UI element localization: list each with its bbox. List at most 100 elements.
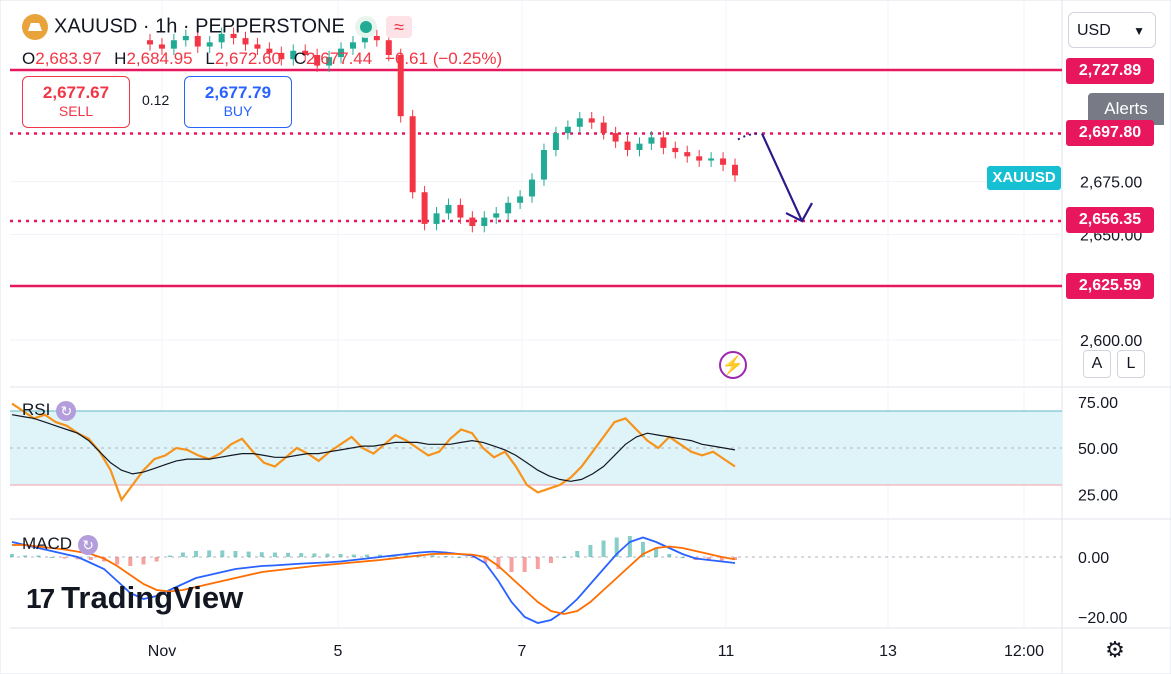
rsi-legend[interactable]: RSI ↻ [22,400,77,421]
macd-histogram-bar [548,557,553,563]
candle-body [266,48,273,53]
time-tick-label: 13 [879,643,897,660]
chevron-down-icon: ▼ [1133,24,1145,38]
log-scale-button[interactable]: L [1117,350,1145,378]
macd-histogram-bar [115,557,120,565]
level-tag-2656[interactable]: 2,656.35 [1066,207,1154,233]
rsi-label: RSI [22,400,51,419]
symbol-header[interactable]: XAUUSD · 1h · PEPPERSTONE ≈ [22,14,412,40]
macd-histogram-bar [246,551,251,557]
candle-body [326,57,333,66]
refresh-icon[interactable]: ↻ [78,534,99,555]
alerts-button[interactable]: Alerts [1088,93,1164,125]
flash-icon[interactable]: ⚡ [719,351,747,379]
macd-histogram-bar [562,557,567,558]
projection-dots [737,132,761,141]
macd-tick-label: −20.00 [1078,610,1127,627]
macd-histogram-bar [575,551,580,557]
projection-arrowhead [785,202,813,223]
currency-select[interactable]: USD ▼ [1068,12,1156,48]
macd-histogram-bar [588,545,593,557]
level-tag-2727[interactable]: 2,727.89 [1066,58,1154,84]
macd-histogram-bar [456,557,461,558]
macd-histogram-bar [601,540,606,557]
candle-body [302,50,309,55]
candle-body [540,150,547,180]
ohlc-h-label: H [114,49,127,68]
macd-histogram-bar [325,553,330,557]
macd-histogram-bar [680,557,685,558]
candle-body [433,213,440,224]
projection-arrow[interactable] [737,132,813,223]
macd-histogram-bar [443,556,448,558]
candle-body [648,137,655,144]
macd-histogram-bar [62,557,67,559]
candle-body [230,33,237,39]
ohlc-close: 2,677.44 [306,49,373,68]
macd-histogram-bar [36,555,41,557]
candle-body [684,152,691,157]
gold-logo-icon [22,14,48,40]
level-tag-2697[interactable]: 2,697.80 [1066,120,1154,146]
candle-body [182,35,189,41]
buy-button[interactable]: 2,677.79 BUY [184,76,292,128]
candle-body [469,217,476,227]
ohlc-o-label: O [22,49,36,68]
candle-body [218,33,225,43]
macd-histogram-bar [259,552,264,557]
price-axis[interactable]: 2,675.002,650.002,600.0075.0050.0025.000… [1078,175,1142,627]
ohlc-change: −6.61 (−0.25%) [384,49,503,68]
time-tick-label: Nov [148,643,176,660]
horizontal-levels[interactable] [10,68,1062,288]
ohlc-l-label: L [205,49,215,68]
macd-legend[interactable]: MACD ↻ [22,534,99,555]
wave-icon[interactable]: ≈ [385,16,412,38]
candle-body [338,48,345,58]
macd-histogram-bar [154,557,159,562]
candle-body [242,38,249,45]
candle-body [708,158,715,161]
candle-body [636,143,643,151]
candle-body [576,118,583,127]
macd-histogram-bar [706,557,711,561]
sell-button[interactable]: 2,677.67 SELL [22,76,130,128]
sell-label: SELL [58,103,94,119]
candle-body [445,204,452,214]
rsi-tick-label: 75.00 [1078,395,1118,412]
level-tag-2625[interactable]: 2,625.59 [1066,273,1154,299]
rsi-tick-label: 50.00 [1078,441,1118,458]
market-open-icon [360,21,373,33]
candle-body [720,158,727,165]
candle-body [206,42,213,47]
rsi-tick-label: 25.00 [1078,487,1118,504]
time-axis[interactable]: Nov 5 7 11 13 12:00 [148,643,1044,660]
tradingview-logo-text: TradingView [61,580,244,615]
settings-gear-icon[interactable]: ⚙ [1105,637,1125,662]
macd-histogram-bar [23,555,28,557]
macd-histogram-bar [404,554,409,557]
macd-signal-line [12,544,736,615]
candle-body [254,44,261,49]
macd-histogram-bar [180,552,185,557]
macd-line [11,536,736,624]
macd-histogram-bar [351,554,356,557]
candle-series [147,27,738,233]
candle-body [517,196,524,203]
macd-histogram-bar [312,553,317,557]
candle-body [457,204,464,218]
macd-histogram-bar [614,537,619,557]
symbol-title: XAUUSD · 1h · PEPPERSTONE [54,15,345,38]
rsi-line [11,402,736,503]
refresh-icon[interactable]: ↻ [56,400,77,421]
candle-body [672,147,679,153]
tradingview-logo[interactable]: 17 TradingView [26,580,243,616]
macd-histogram-bar [207,550,212,557]
time-tick-label: 7 [518,643,527,660]
candle-body [194,35,201,47]
macd-histogram-bar [509,557,514,572]
candle-body [600,122,607,134]
auto-scale-button[interactable]: A [1083,350,1111,378]
candle-body [732,164,738,176]
candle-body [505,202,512,214]
